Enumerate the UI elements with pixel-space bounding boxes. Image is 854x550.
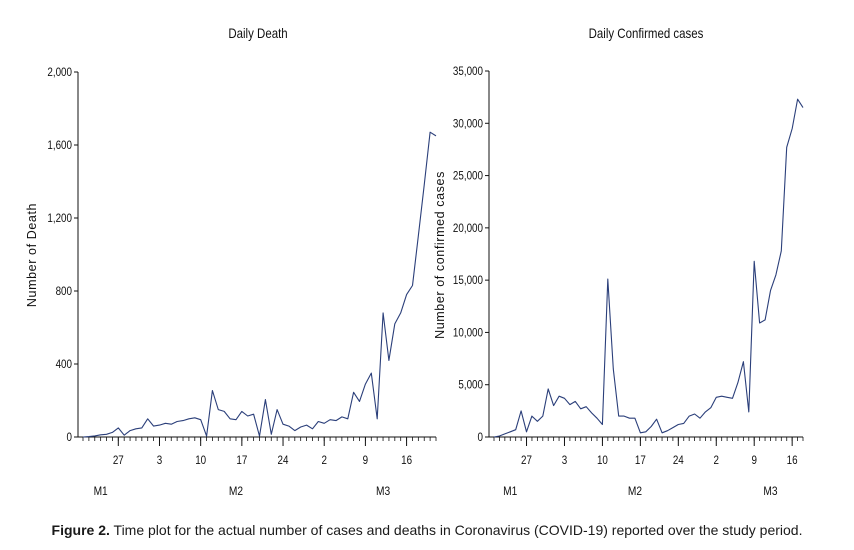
- series-line: [493, 98, 804, 438]
- x-tick-label: 24: [673, 454, 684, 467]
- y-tick-label: 30,000: [453, 117, 483, 130]
- y-axis-label: Number of confirmed cases: [433, 171, 447, 339]
- y-tick-label: 25,000: [453, 170, 483, 183]
- x-tick-label: 16: [401, 454, 412, 467]
- y-tick-label: 15,000: [453, 274, 483, 287]
- y-tick-label: 1,200: [47, 212, 72, 225]
- x-tick-label: 24: [278, 454, 289, 467]
- y-tick-label: 2,000: [47, 66, 72, 79]
- y-tick-label: 1,600: [47, 139, 72, 152]
- month-label: M3: [763, 485, 777, 498]
- chart-title: Daily Death: [228, 25, 287, 41]
- figure-caption-text: Time plot for the actual number of cases…: [113, 522, 803, 538]
- x-tick-label: 10: [597, 454, 608, 467]
- x-tick-label: 16: [787, 454, 798, 467]
- y-tick-label: 0: [67, 431, 72, 444]
- chart-title: Daily Confirmed cases: [589, 25, 704, 41]
- y-tick-label: 20,000: [453, 222, 483, 235]
- y-axis-label: Number of Death: [25, 203, 39, 307]
- month-label: M2: [628, 485, 642, 498]
- x-tick-label: 2: [321, 454, 326, 467]
- x-tick-label: 9: [751, 454, 756, 467]
- y-tick-label: 0: [478, 431, 483, 444]
- x-tick-label: 17: [236, 454, 247, 467]
- x-tick-label: 17: [635, 454, 646, 467]
- x-tick-label: 9: [363, 454, 368, 467]
- figure-caption: Figure 2. Time plot for the actual numbe…: [0, 522, 854, 538]
- month-label: M1: [503, 485, 517, 498]
- x-tick-label: 10: [195, 454, 206, 467]
- month-label: M1: [94, 485, 108, 498]
- y-tick-label: 10,000: [453, 327, 483, 340]
- x-tick-label: 27: [113, 454, 124, 467]
- month-label: M2: [229, 485, 243, 498]
- figure-caption-label: Figure 2.: [51, 522, 110, 538]
- cases-chart-panel: Daily Confirmed cases Number of confirmed…: [433, 25, 804, 498]
- x-tick-label: 27: [521, 454, 532, 467]
- y-tick-label: 35,000: [453, 65, 483, 78]
- y-tick-label: 5,000: [458, 379, 483, 392]
- month-label: M3: [376, 485, 390, 498]
- x-tick-label: 3: [157, 454, 162, 467]
- x-tick-label: 2: [714, 454, 719, 467]
- y-tick-label: 400: [56, 358, 72, 371]
- x-tick-label: 3: [562, 454, 567, 467]
- series-line: [82, 131, 437, 438]
- death-chart-panel: Daily Death Number of Death 0 400 800 1,200 1,…: [25, 25, 437, 498]
- y-tick-label: 800: [56, 285, 72, 298]
